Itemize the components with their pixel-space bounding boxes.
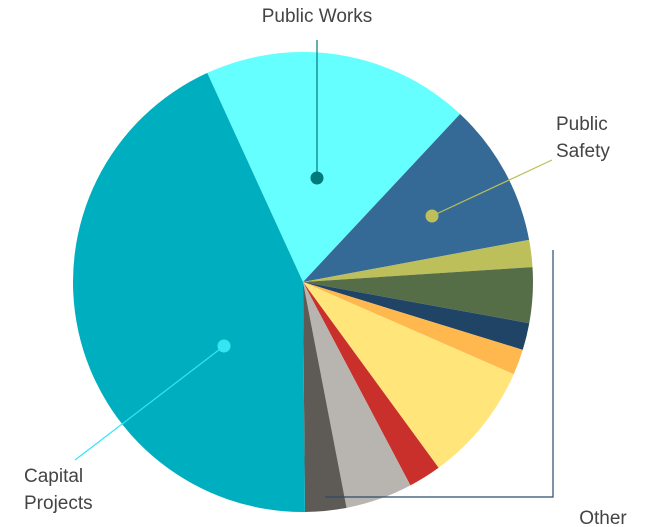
pie-slice xyxy=(303,282,514,468)
pie-slice xyxy=(207,52,461,282)
leader-line xyxy=(431,159,553,217)
slice-label: Capital Projects xyxy=(24,466,93,514)
pie-slice xyxy=(303,282,530,350)
leader-dot xyxy=(425,209,439,223)
group-label: Other xyxy=(579,508,627,527)
pie-slice xyxy=(303,282,347,512)
labels: Public Works Public Safety Capital Project… xyxy=(24,6,613,514)
pie-slice xyxy=(303,282,411,508)
pie-slice xyxy=(303,282,439,486)
leader-line xyxy=(74,345,225,461)
pie-slice xyxy=(303,114,530,282)
slice-label: Public Safety xyxy=(556,114,613,162)
pie xyxy=(73,52,533,512)
pie-slice xyxy=(303,267,533,324)
leader-dot xyxy=(217,339,231,353)
slice-label: Public Works xyxy=(262,6,373,27)
pie-slice xyxy=(73,72,305,512)
pie-slice xyxy=(303,282,523,375)
leader-dot xyxy=(310,171,324,185)
group-bracket xyxy=(325,250,554,498)
pie-slice xyxy=(303,239,533,282)
